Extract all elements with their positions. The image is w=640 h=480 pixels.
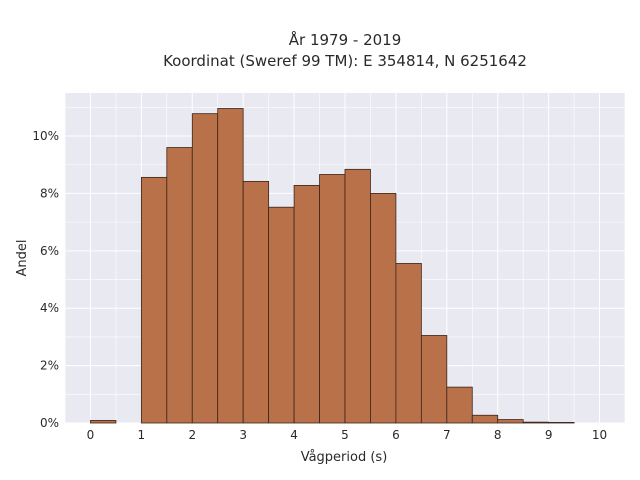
histogram-bar [370,193,397,424]
x-tick-label: 7 [443,428,451,442]
histogram-bar [395,263,422,424]
x-tick-label: 9 [545,428,553,442]
tick-labels: 0 1 2 3 4 5 6 7 8 9 10 0% 2% 4% 6% 8% 10% [32,129,607,442]
y-tick-label: 10% [32,129,59,143]
x-tick-label: 1 [138,428,146,442]
histogram-bar [140,176,168,424]
histogram-bar [268,206,295,424]
histogram-bar [191,113,219,424]
x-tick-label: 2 [188,428,196,442]
histogram-bar [420,335,448,424]
y-tick-label: 4% [40,301,59,315]
x-tick-label: 4 [290,428,298,442]
y-tick-label: 8% [40,186,59,200]
x-axis-title: Vågperiod (s) [301,450,388,465]
chart-title-line1: År 1979 - 2019 [289,30,402,49]
x-tick-label: 6 [392,428,400,442]
x-tick-label: 0 [87,428,95,442]
histogram-bar [90,420,117,424]
histogram-bar [344,168,371,424]
histogram-bar [293,184,320,424]
y-tick-label: 2% [40,359,59,373]
y-axis-title: Andel [15,240,30,277]
histogram-bar [497,419,524,424]
histogram-bar [166,147,193,424]
y-tick-label: 0% [40,416,59,430]
histogram-bar [471,414,499,424]
histogram-bar [242,180,270,424]
histogram-bar [446,386,473,424]
x-tick-label: 3 [239,428,247,442]
histogram-bar [217,108,244,424]
histogram-bar [522,421,550,424]
x-tick-label: 8 [494,428,502,442]
chart-title-line2: Koordinat (Sweref 99 TM): E 354814, N 62… [163,52,527,70]
x-tick-label: 10 [592,428,607,442]
y-tick-label: 6% [40,244,59,258]
x-tick-label: 5 [341,428,349,442]
histogram-bar [319,174,346,424]
histogram-bar [548,422,575,424]
bars [90,108,575,424]
